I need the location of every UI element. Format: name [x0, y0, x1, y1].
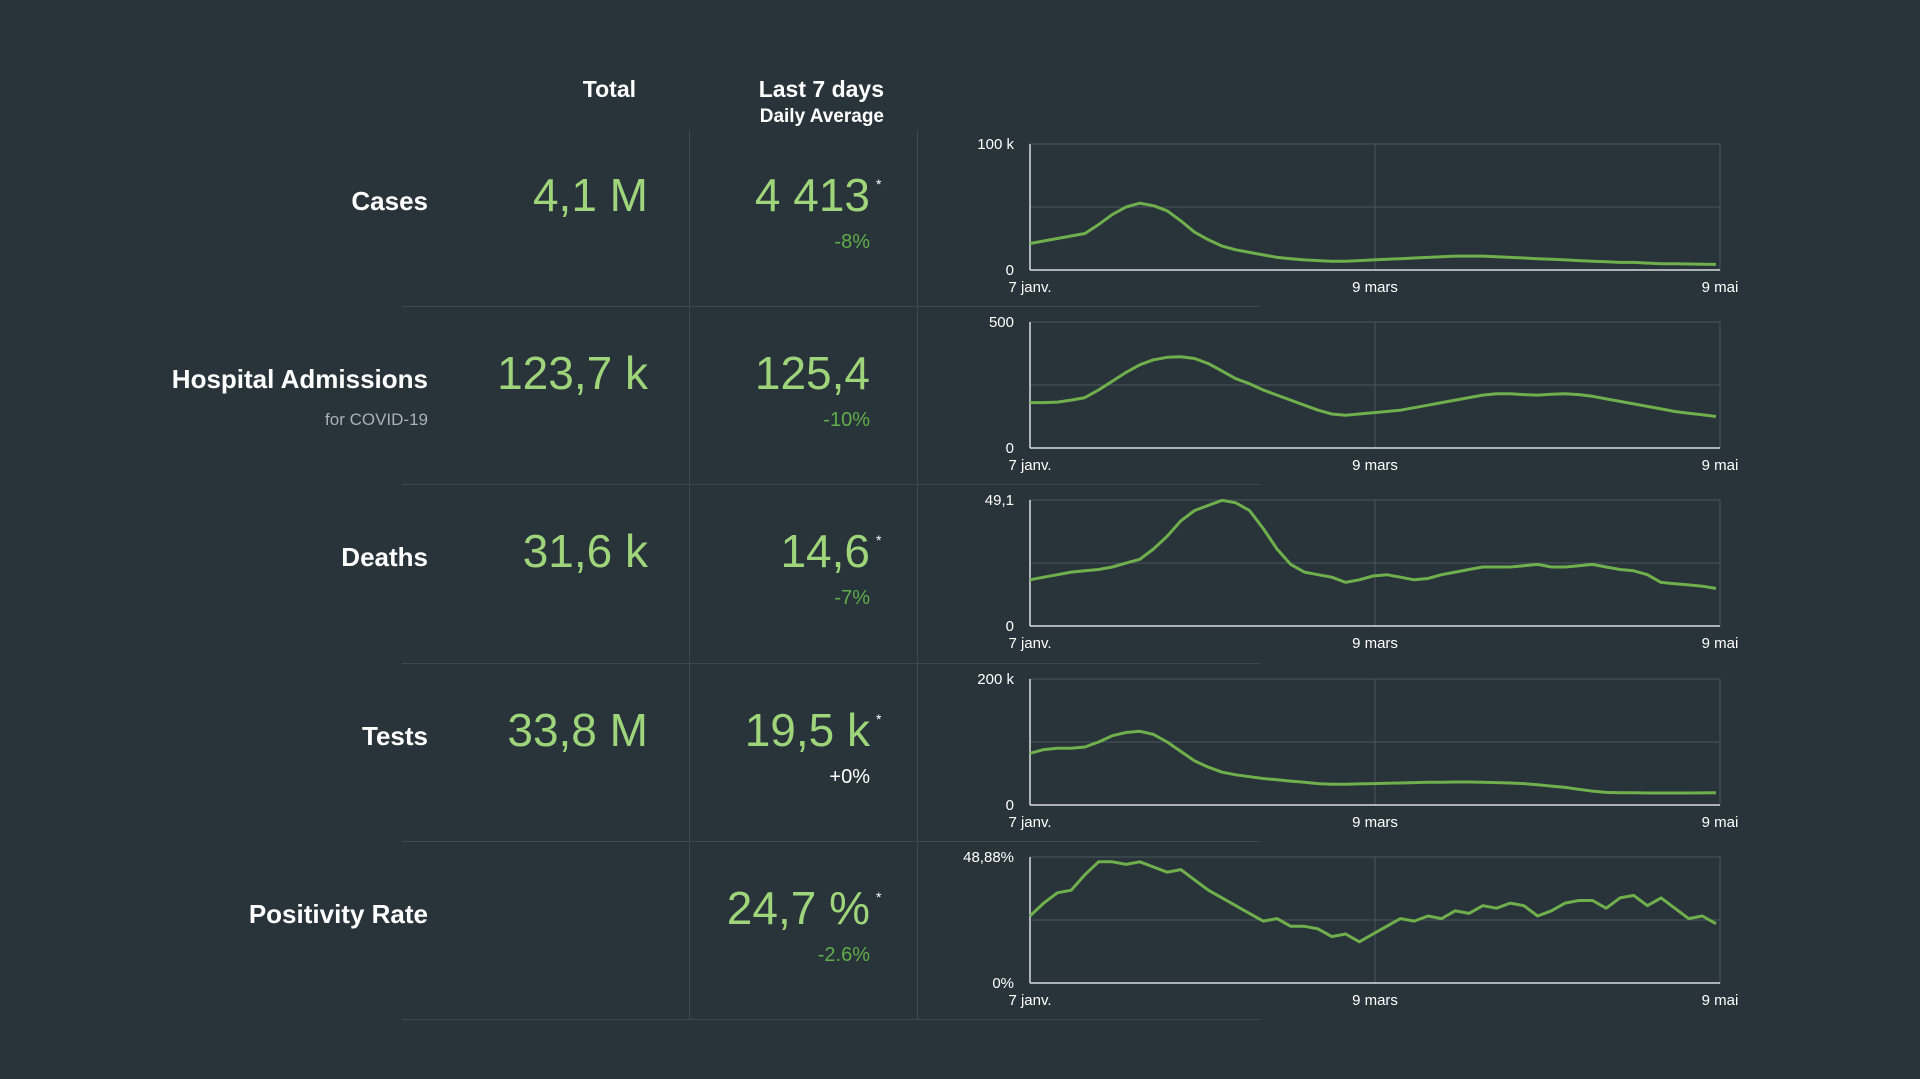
x-tick-label: 9 mai	[1702, 457, 1739, 474]
x-tick-label: 7 janv.	[1008, 992, 1051, 1009]
metric-row: Cases 4,1 M 4 413 * -8% 0 100 k 7 janv. 9 mars 9 …	[0, 128, 1920, 306]
sparkline-chart: 0 200 k 7 janv. 9 mars 9 mai	[977, 671, 1739, 831]
metric-daily-average: 14,6	[780, 525, 870, 577]
x-tick-label: 9 mai	[1702, 279, 1739, 296]
x-tick-label: 9 mai	[1702, 635, 1739, 652]
metric-change: +0%	[829, 766, 870, 788]
sparkline-chart: 0 100 k 7 janv. 9 mars 9 mai	[977, 136, 1739, 296]
y-tick-label: 49,1	[985, 492, 1014, 509]
sparkline-chart: 0 49,1 7 janv. 9 mars 9 mai	[985, 492, 1739, 652]
metric-label: Hospital Admissions	[171, 364, 428, 394]
asterisk-marker: *	[876, 711, 882, 727]
row-divider-5	[402, 1019, 1260, 1020]
y-tick-label: 0%	[992, 975, 1014, 992]
y-tick-label: 0	[1006, 618, 1014, 635]
metric-label: Positivity Rate	[248, 899, 428, 929]
header-total: Total	[582, 76, 636, 102]
row-divider-4	[402, 841, 1260, 842]
sparkline-chart: 0 500 7 janv. 9 mars 9 mai	[989, 314, 1739, 474]
x-tick-label: 7 janv.	[1008, 635, 1051, 652]
metric-change: -10%	[823, 409, 870, 431]
metric-daily-average: 4 413	[754, 169, 870, 221]
y-tick-label: 0	[1006, 262, 1014, 279]
metric-total: 123,7 k	[497, 347, 648, 399]
metric-daily-average: 125,4	[754, 347, 870, 399]
metric-row: Hospital Admissions for COVID-19 123,7 k 12…	[0, 306, 1920, 484]
x-tick-label: 9 mars	[1352, 635, 1398, 652]
metric-row: Positivity Rate 24,7 % * -2.6% 0% 48,88% 7 jan…	[0, 841, 1920, 1019]
sparkline-chart: 0% 48,88% 7 janv. 9 mars 9 mai	[963, 849, 1739, 1009]
series-line	[1029, 201, 1717, 266]
x-tick-label: 7 janv.	[1008, 814, 1051, 831]
asterisk-marker: *	[876, 889, 882, 905]
metric-row: Deaths 31,6 k 14,6 * -7% 0 49,1 7 janv. 9 mars 9 …	[0, 484, 1920, 662]
metric-row: Tests 33,8 M 19,5 k * +0% 0 200 k 7 janv. 9 mars…	[0, 663, 1920, 841]
x-tick-label: 9 mars	[1352, 279, 1398, 296]
metric-total: 31,6 k	[522, 525, 648, 577]
header-daily-average: Daily Average	[759, 106, 884, 127]
series-line	[1029, 498, 1717, 590]
asterisk-marker: *	[876, 532, 882, 548]
column-divider-1	[689, 130, 690, 1020]
y-tick-label: 500	[989, 314, 1014, 331]
series-line	[1028, 860, 1717, 944]
row-divider-3	[402, 663, 1260, 664]
metric-label: Deaths	[341, 542, 428, 572]
x-tick-label: 9 mai	[1702, 814, 1739, 831]
metric-daily-average: 19,5 k	[744, 704, 870, 756]
x-tick-label: 7 janv.	[1008, 279, 1051, 296]
metric-total: 4,1 M	[532, 169, 648, 221]
metric-change: -2.6%	[817, 944, 870, 966]
y-tick-label: 0	[1006, 797, 1014, 814]
y-tick-label: 0	[1006, 440, 1014, 457]
y-tick-label: 48,88%	[963, 849, 1014, 866]
metric-sublabel: for COVID-19	[325, 410, 428, 430]
x-tick-label: 9 mars	[1352, 814, 1398, 831]
metric-total: 33,8 M	[507, 704, 648, 756]
metric-change: -7%	[834, 587, 870, 609]
series-line	[1029, 729, 1717, 795]
x-tick-label: 7 janv.	[1008, 457, 1051, 474]
x-tick-label: 9 mars	[1352, 992, 1398, 1009]
row-divider-2	[402, 484, 1260, 485]
metric-change: -8%	[834, 231, 870, 253]
row-divider-1	[402, 306, 1260, 307]
metric-label: Tests	[362, 721, 428, 751]
x-tick-label: 9 mars	[1352, 457, 1398, 474]
y-tick-label: 200 k	[977, 671, 1014, 688]
x-tick-label: 9 mai	[1702, 992, 1739, 1009]
metric-daily-average: 24,7 %	[726, 882, 870, 934]
metric-sublabel-text: COVID-19	[349, 410, 428, 429]
header-last-7-days: Last 7 days	[758, 76, 884, 102]
series-line	[1030, 355, 1717, 418]
metric-sublabel-prefix: for	[325, 410, 350, 429]
column-divider-2	[917, 130, 918, 1020]
y-tick-label: 100 k	[977, 136, 1014, 153]
metric-label: Cases	[351, 186, 428, 216]
asterisk-marker: *	[876, 176, 882, 192]
